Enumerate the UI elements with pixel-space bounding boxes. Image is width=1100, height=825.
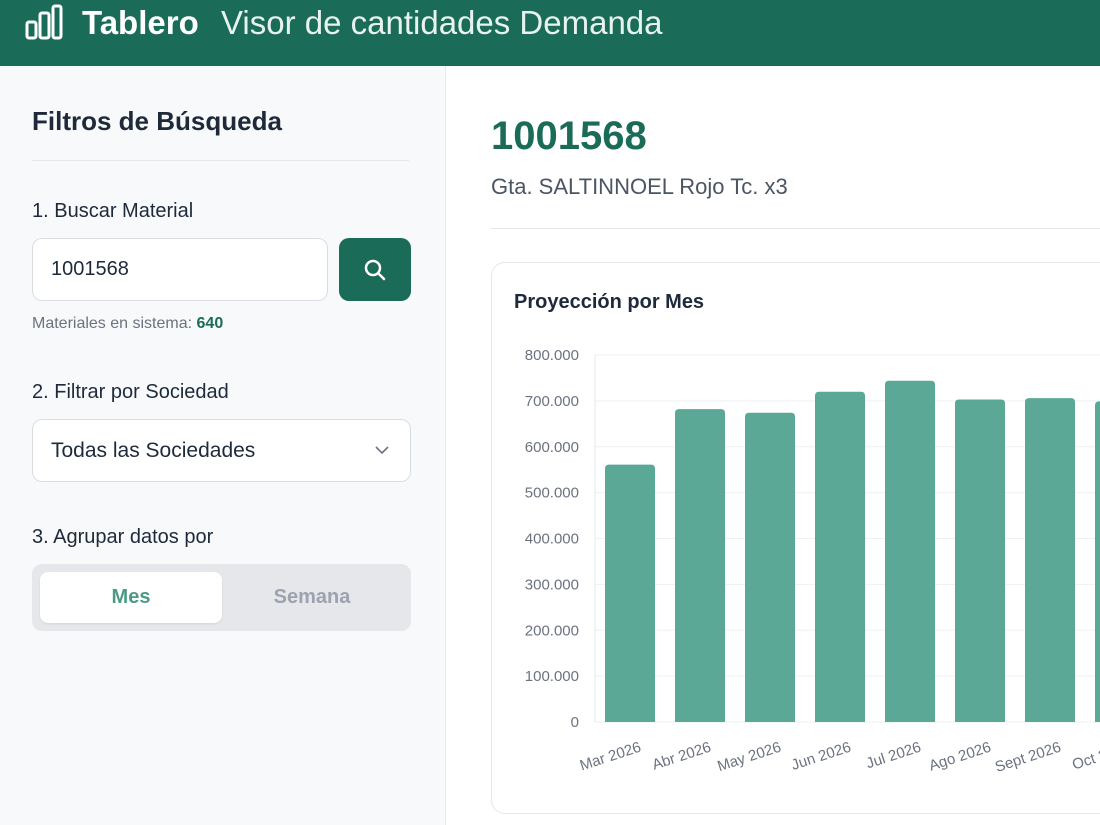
x-tick-label: Jun 2026 bbox=[789, 739, 853, 774]
bar-jun-2026[interactable] bbox=[815, 391, 865, 722]
top-bar: Tablero Visor de cantidades Demanda bbox=[0, 0, 1100, 66]
search-material-label: 1. Buscar Material bbox=[32, 200, 194, 222]
bar-sept-2026[interactable] bbox=[1025, 398, 1075, 722]
bar-ago-2026[interactable] bbox=[955, 399, 1005, 722]
chart-card: 800.000 700.000 600.000 500.000 400.000 300.0… bbox=[491, 262, 1100, 814]
material-search-input[interactable]: 1001568 bbox=[32, 238, 328, 301]
sidebar-title: Filtros de Búsqueda bbox=[32, 106, 282, 136]
society-select[interactable]: Todas las Sociedades bbox=[32, 419, 411, 482]
app-subtitle: Visor de cantidades Demanda bbox=[221, 4, 663, 41]
society-filter-label: 2. Filtrar por Sociedad bbox=[32, 381, 229, 403]
materials-count-value: 640 bbox=[196, 315, 224, 332]
x-tick-label: Oct 2026 bbox=[1070, 739, 1100, 774]
brand-title: Tablero bbox=[82, 4, 199, 41]
x-tick-label: Mar 2026 bbox=[578, 739, 644, 775]
sidebar-divider bbox=[32, 160, 409, 161]
group-by-month-option[interactable]: Mes bbox=[40, 572, 222, 623]
y-tick-label: 200.000 bbox=[525, 622, 579, 639]
y-tick-label: 500.000 bbox=[525, 485, 579, 502]
group-by-toggle: Mes Semana bbox=[32, 564, 411, 631]
y-tick-label: 0 bbox=[571, 714, 579, 731]
x-tick-label: Ago 2026 bbox=[927, 739, 993, 775]
search-icon bbox=[364, 259, 386, 280]
projection-bar-chart: 800.000 700.000 600.000 500.000 400.000 300.0… bbox=[525, 347, 1100, 776]
y-tick-label: 800.000 bbox=[525, 347, 579, 364]
group-by-week-option[interactable]: Semana bbox=[273, 586, 351, 608]
main-content: 1001568 Gta. SALTINNOEL Rojo Tc. x3 800.… bbox=[446, 66, 1100, 825]
group-by-label: 3. Agrupar datos por bbox=[32, 526, 214, 548]
x-tick-label: Abr 2026 bbox=[650, 739, 713, 774]
bar-may-2026[interactable] bbox=[745, 412, 795, 722]
main-divider bbox=[491, 228, 1100, 229]
search-button[interactable] bbox=[339, 238, 411, 301]
x-tick-label: Sept 2026 bbox=[993, 739, 1063, 776]
bar-chart-icon bbox=[25, 4, 63, 40]
material-description: Gta. SALTINNOEL Rojo Tc. x3 bbox=[491, 174, 788, 199]
materials-count-label: Materiales en sistema: bbox=[32, 315, 193, 332]
y-tick-label: 300.000 bbox=[525, 576, 579, 593]
materials-count-text: Materiales en sistema: 640 bbox=[32, 315, 223, 333]
chevron-down-icon bbox=[375, 446, 389, 455]
chart-title: Proyección por Mes bbox=[514, 291, 705, 313]
filters-sidebar: Filtros de Búsqueda 1. Buscar Material 1… bbox=[0, 66, 446, 825]
society-selected-value: Todas las Sociedades bbox=[51, 439, 256, 462]
y-tick-label: 400.000 bbox=[525, 531, 579, 548]
y-tick-label: 100.000 bbox=[525, 668, 579, 685]
bar-abr-2026[interactable] bbox=[675, 409, 725, 722]
bar-jul-2026[interactable] bbox=[885, 380, 935, 722]
x-tick-label: May 2026 bbox=[715, 739, 783, 776]
y-tick-label: 600.000 bbox=[525, 439, 579, 456]
y-tick-label: 700.000 bbox=[525, 393, 579, 410]
bar-oct-2026[interactable] bbox=[1095, 401, 1100, 722]
x-tick-label: Jul 2026 bbox=[864, 739, 923, 773]
bar-mar-2026[interactable] bbox=[605, 464, 655, 722]
material-code: 1001568 bbox=[491, 114, 647, 158]
